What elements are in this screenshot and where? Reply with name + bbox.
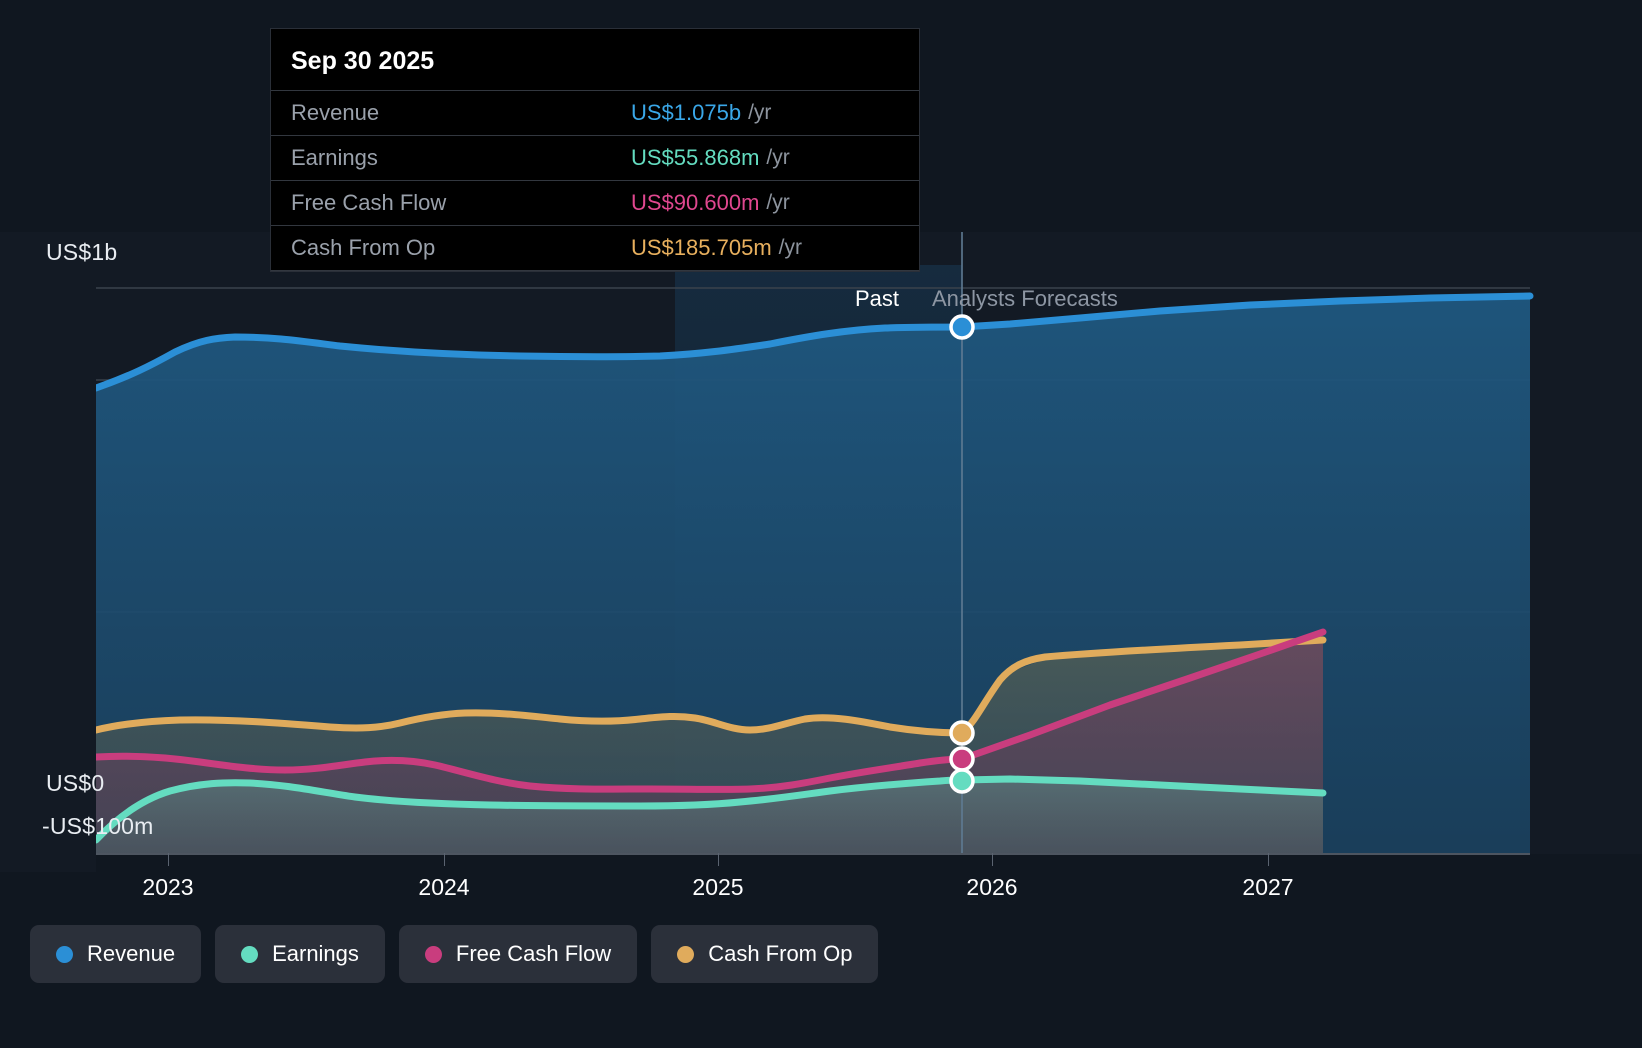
y-axis-label-negative: -US$100m xyxy=(42,813,154,839)
tooltip-row-freecashflow: Free Cash Flow US$90.600m /yr xyxy=(271,180,919,225)
tooltip-row-earnings: Earnings US$55.868m /yr xyxy=(271,135,919,180)
legend-label-freecashflow: Free Cash Flow xyxy=(455,941,612,966)
chart-tooltip: Sep 30 2025 Revenue US$1.075b /yr Earnin… xyxy=(270,28,920,272)
chart-legend: Revenue Earnings Free Cash Flow Cash Fro… xyxy=(30,925,879,983)
x-axis-label-2026: 2026 xyxy=(966,874,1018,900)
y-axis-label-zero: US$0 xyxy=(46,770,105,796)
chart-canvas: US$1b US$0 -US$100m Past Analysts Foreca… xyxy=(0,232,1534,900)
x-axis-line xyxy=(22,853,1530,855)
legend-item-freecashflow[interactable]: Free Cash Flow xyxy=(398,925,638,983)
series-line-freecashflow xyxy=(92,628,1327,793)
y-axis-label-top: US$1b xyxy=(46,239,118,265)
x-axis-tick xyxy=(168,853,169,866)
marker-freecashflow xyxy=(949,746,975,772)
tooltip-row-cashfromop: Cash From Op US$185.705m /yr xyxy=(271,225,919,271)
tooltip-unit-cashfromop: /yr xyxy=(778,236,802,259)
tooltip-label-earnings: Earnings xyxy=(291,145,378,170)
tooltip-value-revenue: US$1.075b xyxy=(631,100,742,125)
tooltip-unit-revenue: /yr xyxy=(748,101,772,124)
tooltip-unit-freecashflow: /yr xyxy=(766,191,790,214)
legend-label-cashfromop: Cash From Op xyxy=(708,941,853,966)
legend-dot-revenue-icon xyxy=(56,945,73,963)
series-line-cashfromop xyxy=(92,636,1327,737)
x-axis-tick xyxy=(992,853,993,866)
past-label: Past xyxy=(855,286,900,311)
y-axis-label-backdrop xyxy=(0,232,96,872)
x-axis-label-2025: 2025 xyxy=(692,874,744,900)
hover-markers xyxy=(949,314,975,794)
tooltip-label-freecashflow: Free Cash Flow xyxy=(291,190,447,215)
x-axis-tick xyxy=(718,853,719,866)
tooltip-value-earnings: US$55.868m xyxy=(631,145,760,170)
analysts-forecasts-label: Analysts Forecasts xyxy=(932,286,1118,311)
tooltip-label-cashfromop: Cash From Op xyxy=(291,235,436,260)
x-axis-tick xyxy=(1268,853,1269,866)
marker-earnings xyxy=(949,768,975,794)
tooltip-value-cashfromop: US$185.705m xyxy=(631,235,772,260)
tooltip-label-revenue: Revenue xyxy=(291,100,380,125)
tooltip-date: Sep 30 2025 xyxy=(291,47,435,75)
tooltip-value-freecashflow: US$90.600m xyxy=(631,190,760,215)
legend-dot-freecashflow-icon xyxy=(424,945,442,963)
legend-label-earnings: Earnings xyxy=(272,941,359,966)
marker-cashfromop xyxy=(949,720,975,746)
legend-dot-earnings-icon xyxy=(241,945,259,963)
legend-item-earnings[interactable]: Earnings xyxy=(215,925,385,983)
marker-revenue xyxy=(949,314,975,340)
chart-svg xyxy=(22,232,1534,854)
legend-dot-cashfromop-icon xyxy=(677,945,695,963)
series-area-earnings xyxy=(96,779,1323,854)
x-axis-tick xyxy=(444,853,445,866)
legend-item-revenue[interactable]: Revenue xyxy=(30,925,202,983)
x-axis-label-2027: 2027 xyxy=(1242,874,1294,900)
series-line-earnings xyxy=(92,775,1327,844)
legend-label-revenue: Revenue xyxy=(87,941,176,966)
tooltip-unit-earnings: /yr xyxy=(766,146,790,169)
series-line-revenue xyxy=(92,292,1534,392)
tooltip-row-revenue: Revenue US$1.075b /yr xyxy=(271,90,919,135)
x-axis-label-2023: 2023 xyxy=(142,874,194,900)
x-axis-label-2024: 2024 xyxy=(418,874,470,900)
legend-item-cashfromop[interactable]: Cash From Op xyxy=(651,925,879,983)
